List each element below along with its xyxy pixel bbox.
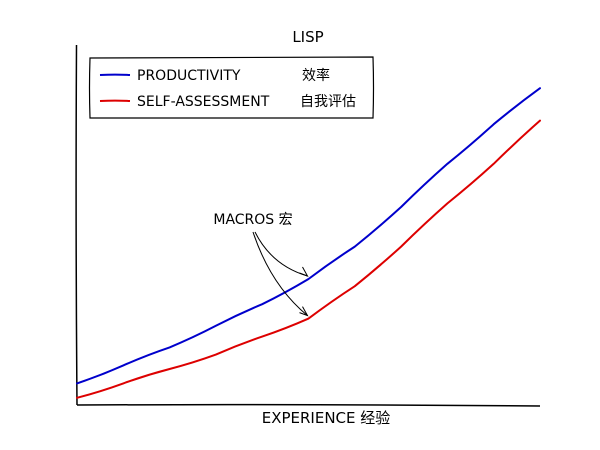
series-layer — [76, 87, 541, 399]
x-axis-label: EXPERIENCE 经验 — [262, 409, 391, 427]
annotation-macros: MACROS 宏 — [213, 212, 292, 228]
axes — [75, 44, 541, 407]
legend-label-cn-self-assessment: 自我评估 — [300, 94, 356, 110]
legend-box — [88, 56, 375, 119]
series-line-self-assessment — [76, 119, 541, 399]
chart-title: LISP — [292, 28, 323, 46]
x-axis-line — [76, 403, 541, 407]
legend-label-self-assessment: SELF-ASSESSMENT — [137, 94, 270, 110]
annotation-layer: MACROS 宏 — [213, 212, 309, 317]
legend-label-productivity: PRODUCTIVITY — [137, 68, 241, 84]
annotation-arrowhead — [299, 266, 309, 277]
annotation-arrow — [252, 231, 308, 316]
annotation-arrowhead — [299, 306, 309, 317]
legend-label-cn-productivity: 效率 — [302, 67, 330, 84]
series-line-productivity — [76, 87, 541, 385]
legend: PRODUCTIVITY 效率 SELF-ASSESSMENT 自我评估 — [88, 56, 375, 119]
y-axis-line — [75, 44, 78, 406]
annotation-arrow — [254, 231, 308, 277]
